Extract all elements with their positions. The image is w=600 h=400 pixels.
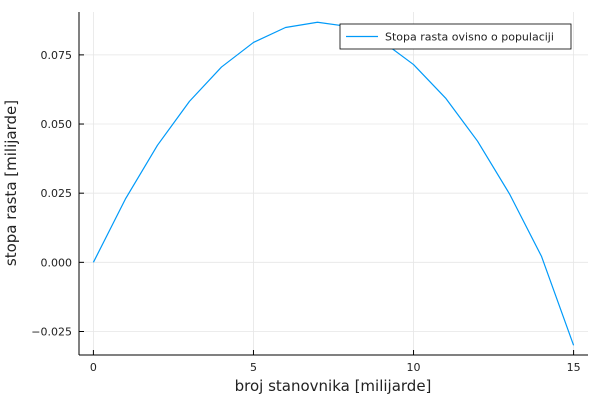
ticks: 0 5 10 15 −0.025 0.000 0.025 0.050 0.075 [31, 49, 580, 374]
legend-box [339, 23, 572, 50]
x-tick-label: 5 [250, 361, 257, 374]
y-tick-label: 0.000 [41, 256, 73, 269]
y-tick-label: 0.075 [41, 49, 73, 62]
axes [78, 12, 588, 356]
x-axis-title: broj stanovnika [milijarde] [235, 377, 432, 395]
grid [79, 12, 588, 355]
x-tick-label: 0 [90, 361, 97, 374]
y-tick-label: 0.050 [41, 118, 73, 131]
y-tick-label: −0.025 [31, 325, 72, 338]
x-tick-label: 15 [567, 361, 581, 374]
y-axis-title: stopa rasta [milijarde] [2, 100, 20, 266]
x-tick-label: 10 [407, 361, 421, 374]
series-layer [92, 21, 575, 346]
y-tick-label: 0.025 [41, 187, 73, 200]
legend-label: Stopa rasta ovisno o populaciji [385, 31, 554, 44]
legend: Stopa rasta ovisno o populaciji [339, 23, 572, 50]
series-line [92, 21, 575, 346]
